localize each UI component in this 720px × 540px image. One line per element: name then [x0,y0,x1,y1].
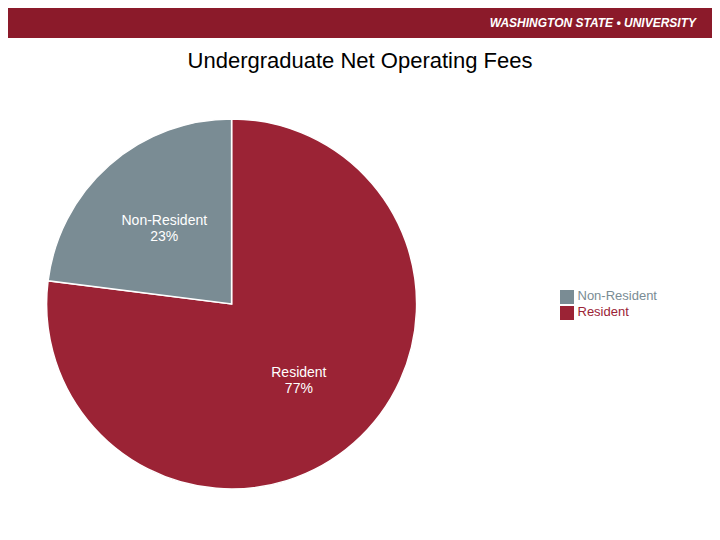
html-text:Undergraduate Net Operating Fe: Undergraduate Net Operating Fees [187,48,533,73]
html-text:Resident: Resident [577,304,629,319]
svg-text:Resident77%: Resident77% [271,364,326,396]
svg-text:Non-Resident23%: Non-Resident23% [122,212,208,244]
html-text:Non-Resident: Non-Resident [577,288,657,304]
html-text:WASHINGTON STATE • UNIVERSITY: WASHINGTON STATE • UNIVERSITY [489,16,696,30]
